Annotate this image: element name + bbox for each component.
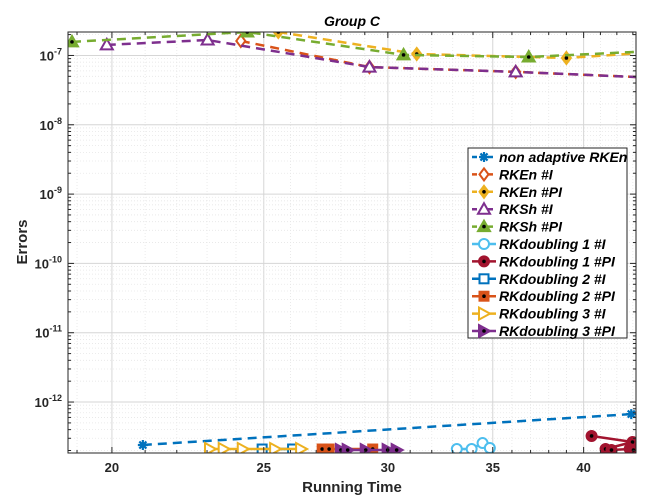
legend-marker-circle-icon	[478, 238, 490, 250]
series-rkdoubling-1-i	[450, 437, 496, 453]
x-tick-label: 35	[486, 460, 500, 475]
data-point	[137, 440, 148, 451]
data-point	[483, 442, 496, 453]
y-tick-label: 10-9	[40, 185, 62, 202]
data-point	[361, 59, 378, 73]
legend-label: RKdoubling 3 #I	[499, 306, 607, 322]
legend-label: RKdoubling 3 #PI	[499, 323, 616, 339]
ticks: 20 25 30 35 40 10-12 10-11 10-10 10-9 10-8 10-7	[35, 32, 636, 475]
legend-marker-diamond-icon	[478, 166, 490, 183]
chart-title: Group C	[324, 13, 381, 29]
series-line	[106, 38, 636, 79]
y-tick-label: 10-8	[40, 116, 62, 133]
legend-marker-rtriangle-filled-icon-center	[482, 329, 486, 333]
y-tick-label: 10-10	[35, 254, 62, 271]
x-tick-label: 30	[381, 460, 395, 475]
series-rkdoubling-3-i	[203, 441, 310, 453]
legend-label: RKSh #I	[499, 201, 554, 217]
legend-label: RKSh #PI	[499, 219, 563, 235]
data-point-center	[401, 53, 406, 57]
x-tick-label: 25	[257, 460, 271, 475]
legend-item: RKSh #PI	[472, 218, 563, 235]
legend-marker-square-icon	[478, 273, 490, 285]
data-point	[626, 409, 636, 420]
data-point	[295, 441, 310, 453]
legend-item: RKEn #I	[472, 166, 554, 182]
series-line	[142, 412, 632, 447]
legend-marker-diamond-filled-icon-center	[482, 190, 486, 194]
legend-marker-triangle-filled-icon-center	[482, 224, 486, 229]
series-line	[240, 39, 636, 79]
data-point	[203, 441, 219, 453]
legend-label: RKEn #I	[499, 166, 554, 182]
data-point-center	[630, 440, 635, 444]
data-point	[507, 63, 524, 78]
legend-item: RKdoubling 2 #I	[472, 271, 607, 287]
x-tick-label: 40	[576, 460, 590, 475]
legend-item: RKSh #I	[472, 201, 554, 217]
legend-label: RKdoubling 1 #PI	[499, 253, 616, 269]
series-rksh-pi	[68, 32, 636, 63]
data-point	[450, 443, 463, 453]
data-point-center	[589, 434, 594, 438]
data-point-center	[394, 448, 399, 452]
data-point	[235, 33, 247, 49]
legend-label: non adaptive RKEn	[499, 149, 627, 165]
y-tick-label: 10-12	[35, 393, 62, 410]
data-point-center	[320, 447, 324, 451]
legend-marker-rtriangle-icon	[478, 305, 493, 322]
legend-marker-square-filled-icon-center	[482, 294, 486, 299]
y-tick-label: 10-11	[35, 324, 62, 341]
data-point	[239, 32, 255, 38]
legend-marker-circle-filled-icon-center	[482, 259, 486, 264]
x-tick-label: 20	[105, 460, 119, 475]
data-point-center	[70, 40, 74, 44]
series-rksh-i	[99, 32, 636, 79]
data-point-center	[609, 448, 614, 452]
legend-label: RKEn #PI	[499, 184, 563, 200]
legend-label: RKdoubling 2 #PI	[499, 288, 616, 304]
legend-item: RKdoubling 2 #PI	[472, 288, 616, 304]
y-axis-label: Errors	[14, 219, 31, 264]
data-point	[465, 443, 478, 453]
series-non-adaptive-rken	[137, 409, 636, 451]
data-point-center	[327, 447, 331, 451]
legend-item: RKdoubling 3 #PI	[472, 323, 616, 339]
legend-item: RKEn #PI	[472, 184, 563, 200]
series-rkdoubling-1-pi	[585, 429, 636, 453]
legend-label: RKdoubling 2 #I	[499, 271, 607, 287]
data-point-center	[564, 56, 569, 60]
data-point	[269, 441, 284, 453]
data-point	[99, 36, 115, 51]
legend-item: RKdoubling 1 #PI	[472, 253, 616, 269]
data-point	[272, 32, 285, 40]
legend-item: RKdoubling 3 #I	[472, 306, 607, 322]
legend-marker-triangle-icon	[476, 201, 492, 215]
data-point-center	[526, 55, 531, 59]
x-axis-label: Running Time	[302, 479, 402, 496]
legend-item: RKdoubling 1 #I	[472, 236, 607, 252]
data-point-center	[345, 448, 350, 452]
data-point	[217, 441, 232, 453]
y-tick-label: 10-7	[40, 46, 62, 63]
legend-marker-star-icon	[479, 152, 489, 162]
legend-label: RKdoubling 1 #I	[499, 236, 607, 252]
legend-item: non adaptive RKEn	[472, 149, 627, 165]
data-point	[236, 441, 251, 453]
data-point	[199, 32, 216, 46]
